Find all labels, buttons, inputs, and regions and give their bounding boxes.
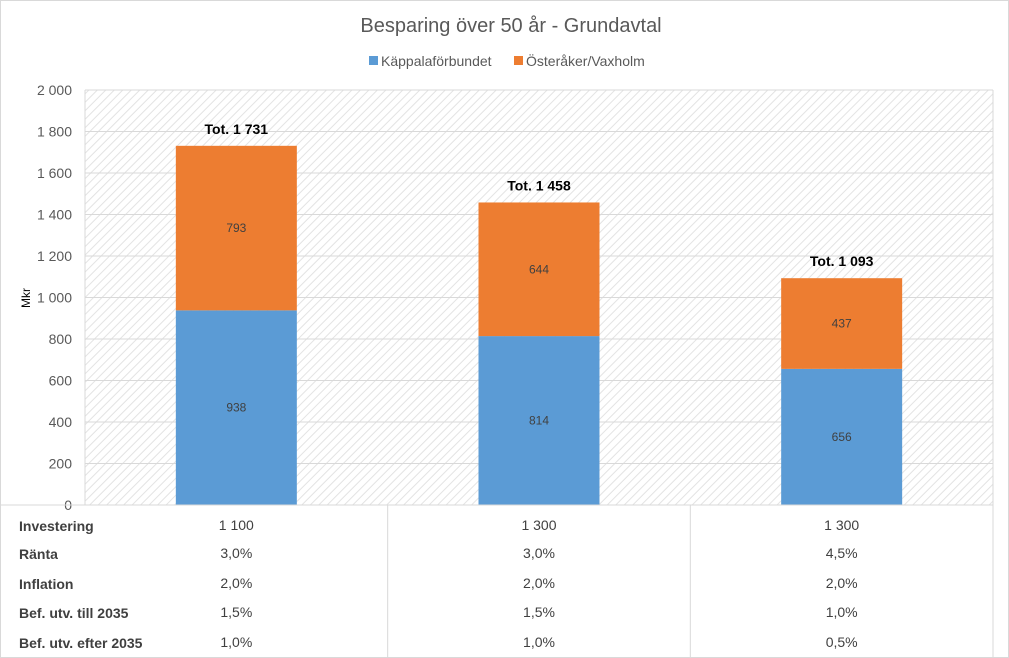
y-tick-label: 1 000 xyxy=(37,290,72,306)
data-label: 938 xyxy=(226,401,246,415)
table-cell: 1,5% xyxy=(220,604,252,620)
table-cell: 1 300 xyxy=(521,517,556,533)
bar-segment xyxy=(781,278,903,369)
bar-segment xyxy=(478,336,600,505)
table-cell: 1,0% xyxy=(220,634,252,650)
table-row-label: Inflation xyxy=(19,576,73,592)
bar-segment xyxy=(478,202,600,337)
table-cell: 1,5% xyxy=(523,604,555,620)
y-tick-label: 200 xyxy=(49,456,73,472)
legend-swatch xyxy=(514,56,523,65)
y-tick-label: 1 400 xyxy=(37,207,72,223)
table-cell: 1 300 xyxy=(824,517,859,533)
legend-label: Käppalaförbundet xyxy=(381,53,492,69)
table-cell: 1,0% xyxy=(523,634,555,650)
data-label: 437 xyxy=(832,317,852,331)
data-table: Investering 1 100 1 300 1 300 Ränta 3,0% 3,0% 4… xyxy=(0,504,994,658)
total-label: Tot. 1 458 xyxy=(507,177,571,193)
legend: Käppalaförbundet Österåker/Vaxholm xyxy=(369,52,645,69)
table-row-label: Bef. utv. till 2035 xyxy=(19,605,129,621)
total-label: Tot. 1 731 xyxy=(205,121,269,137)
legend-swatch xyxy=(369,56,378,65)
bar-segment xyxy=(781,368,903,505)
data-label: 814 xyxy=(529,414,549,428)
table-cell: 1 100 xyxy=(219,517,254,533)
data-label: 644 xyxy=(529,262,549,276)
table-cell: 2,0% xyxy=(826,575,858,591)
table-cell: 2,0% xyxy=(220,575,252,591)
y-tick-label: 1 800 xyxy=(37,124,72,140)
y-axis-label: Mkr xyxy=(19,288,33,308)
y-tick-label: 2 000 xyxy=(37,82,72,98)
table-cell: 0,5% xyxy=(826,634,858,650)
table-cell: 4,5% xyxy=(826,545,858,561)
y-tick-label: 800 xyxy=(49,331,73,347)
y-tick-label: 600 xyxy=(49,373,73,389)
bars: 938 793 Tot. 1 731 814 644 Tot. 1 458 656 437 To… xyxy=(175,121,903,505)
table-cell: 3,0% xyxy=(220,545,252,561)
table-cell: 2,0% xyxy=(523,575,555,591)
y-tick-label: 400 xyxy=(49,414,73,430)
table-row-label: Bef. utv. efter 2035 xyxy=(19,635,143,651)
y-tick-label: 1 200 xyxy=(37,248,72,264)
bar-segment xyxy=(175,310,297,505)
data-label: 793 xyxy=(226,221,246,235)
table-cell: 1,0% xyxy=(826,604,858,620)
total-label: Tot. 1 093 xyxy=(810,253,874,269)
table-row-label: Investering xyxy=(19,518,94,534)
bar-segment xyxy=(175,145,297,311)
table-row-label: Ränta xyxy=(19,546,58,562)
y-tick-label: 1 600 xyxy=(37,165,72,181)
table-cell: 3,0% xyxy=(523,545,555,561)
legend-label: Österåker/Vaxholm xyxy=(526,52,645,69)
data-label: 656 xyxy=(832,430,852,444)
chart-title: Besparing över 50 år - Grundavtal xyxy=(360,15,661,37)
